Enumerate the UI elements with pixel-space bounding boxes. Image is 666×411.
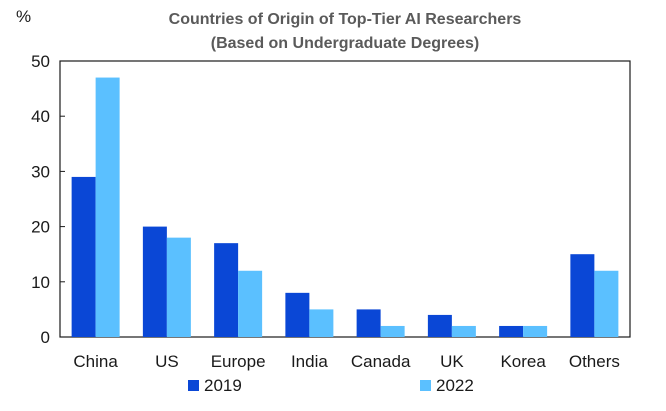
chart-subtitle: (Based on Undergraduate Degrees) — [211, 35, 480, 52]
bar-2022-korea — [523, 325, 548, 337]
bar-2022-uk — [451, 325, 476, 337]
chart-title: Countries of Origin of Top-Tier AI Resea… — [169, 11, 522, 28]
x-tick-label: China — [73, 352, 118, 371]
x-tick-label: Europe — [211, 352, 266, 371]
bar-2019-us — [142, 226, 167, 337]
y-tick-label: 10 — [31, 273, 50, 292]
x-tick-label: India — [291, 352, 328, 371]
x-axis: China US Europe India Canada UK Korea Others — [73, 352, 619, 371]
y-tick-label: 30 — [31, 162, 50, 181]
plot-area-frame — [59, 60, 631, 338]
legend-label: 2022 — [436, 376, 474, 395]
x-tick-label: Canada — [351, 352, 411, 371]
bar-2019-canada — [356, 309, 381, 337]
x-tick-label: US — [155, 352, 179, 371]
y-tick-label: 40 — [31, 107, 50, 126]
bar-2022-us — [166, 237, 191, 337]
legend-swatch — [188, 380, 199, 391]
y-tick-label: 20 — [31, 218, 50, 237]
legend-label: 2019 — [204, 376, 242, 395]
y-axis: 0 10 20 30 40 50 — [31, 52, 65, 347]
legend: 2019 2022 — [188, 376, 474, 395]
y-axis-label: % — [16, 7, 31, 26]
bar-series — [71, 77, 619, 337]
y-tick-label: 0 — [41, 328, 50, 347]
y-tick-label: 50 — [31, 52, 50, 71]
bar-2019-china — [71, 176, 96, 337]
bar-2022-china — [95, 77, 120, 337]
x-tick-label: UK — [440, 352, 464, 371]
bar-2019-others — [570, 254, 595, 337]
bar-2022-europe — [238, 270, 263, 337]
legend-swatch — [420, 380, 431, 391]
bar-2019-india — [285, 292, 310, 337]
bar-2019-europe — [214, 243, 239, 337]
bar-2019-uk — [427, 314, 452, 337]
bar-2022-others — [594, 270, 619, 337]
bar-2019-korea — [499, 325, 524, 337]
x-tick-label: Others — [569, 352, 620, 371]
bar-2022-canada — [380, 325, 405, 337]
bar-2022-india — [309, 309, 334, 337]
x-tick-label: Korea — [500, 352, 546, 371]
